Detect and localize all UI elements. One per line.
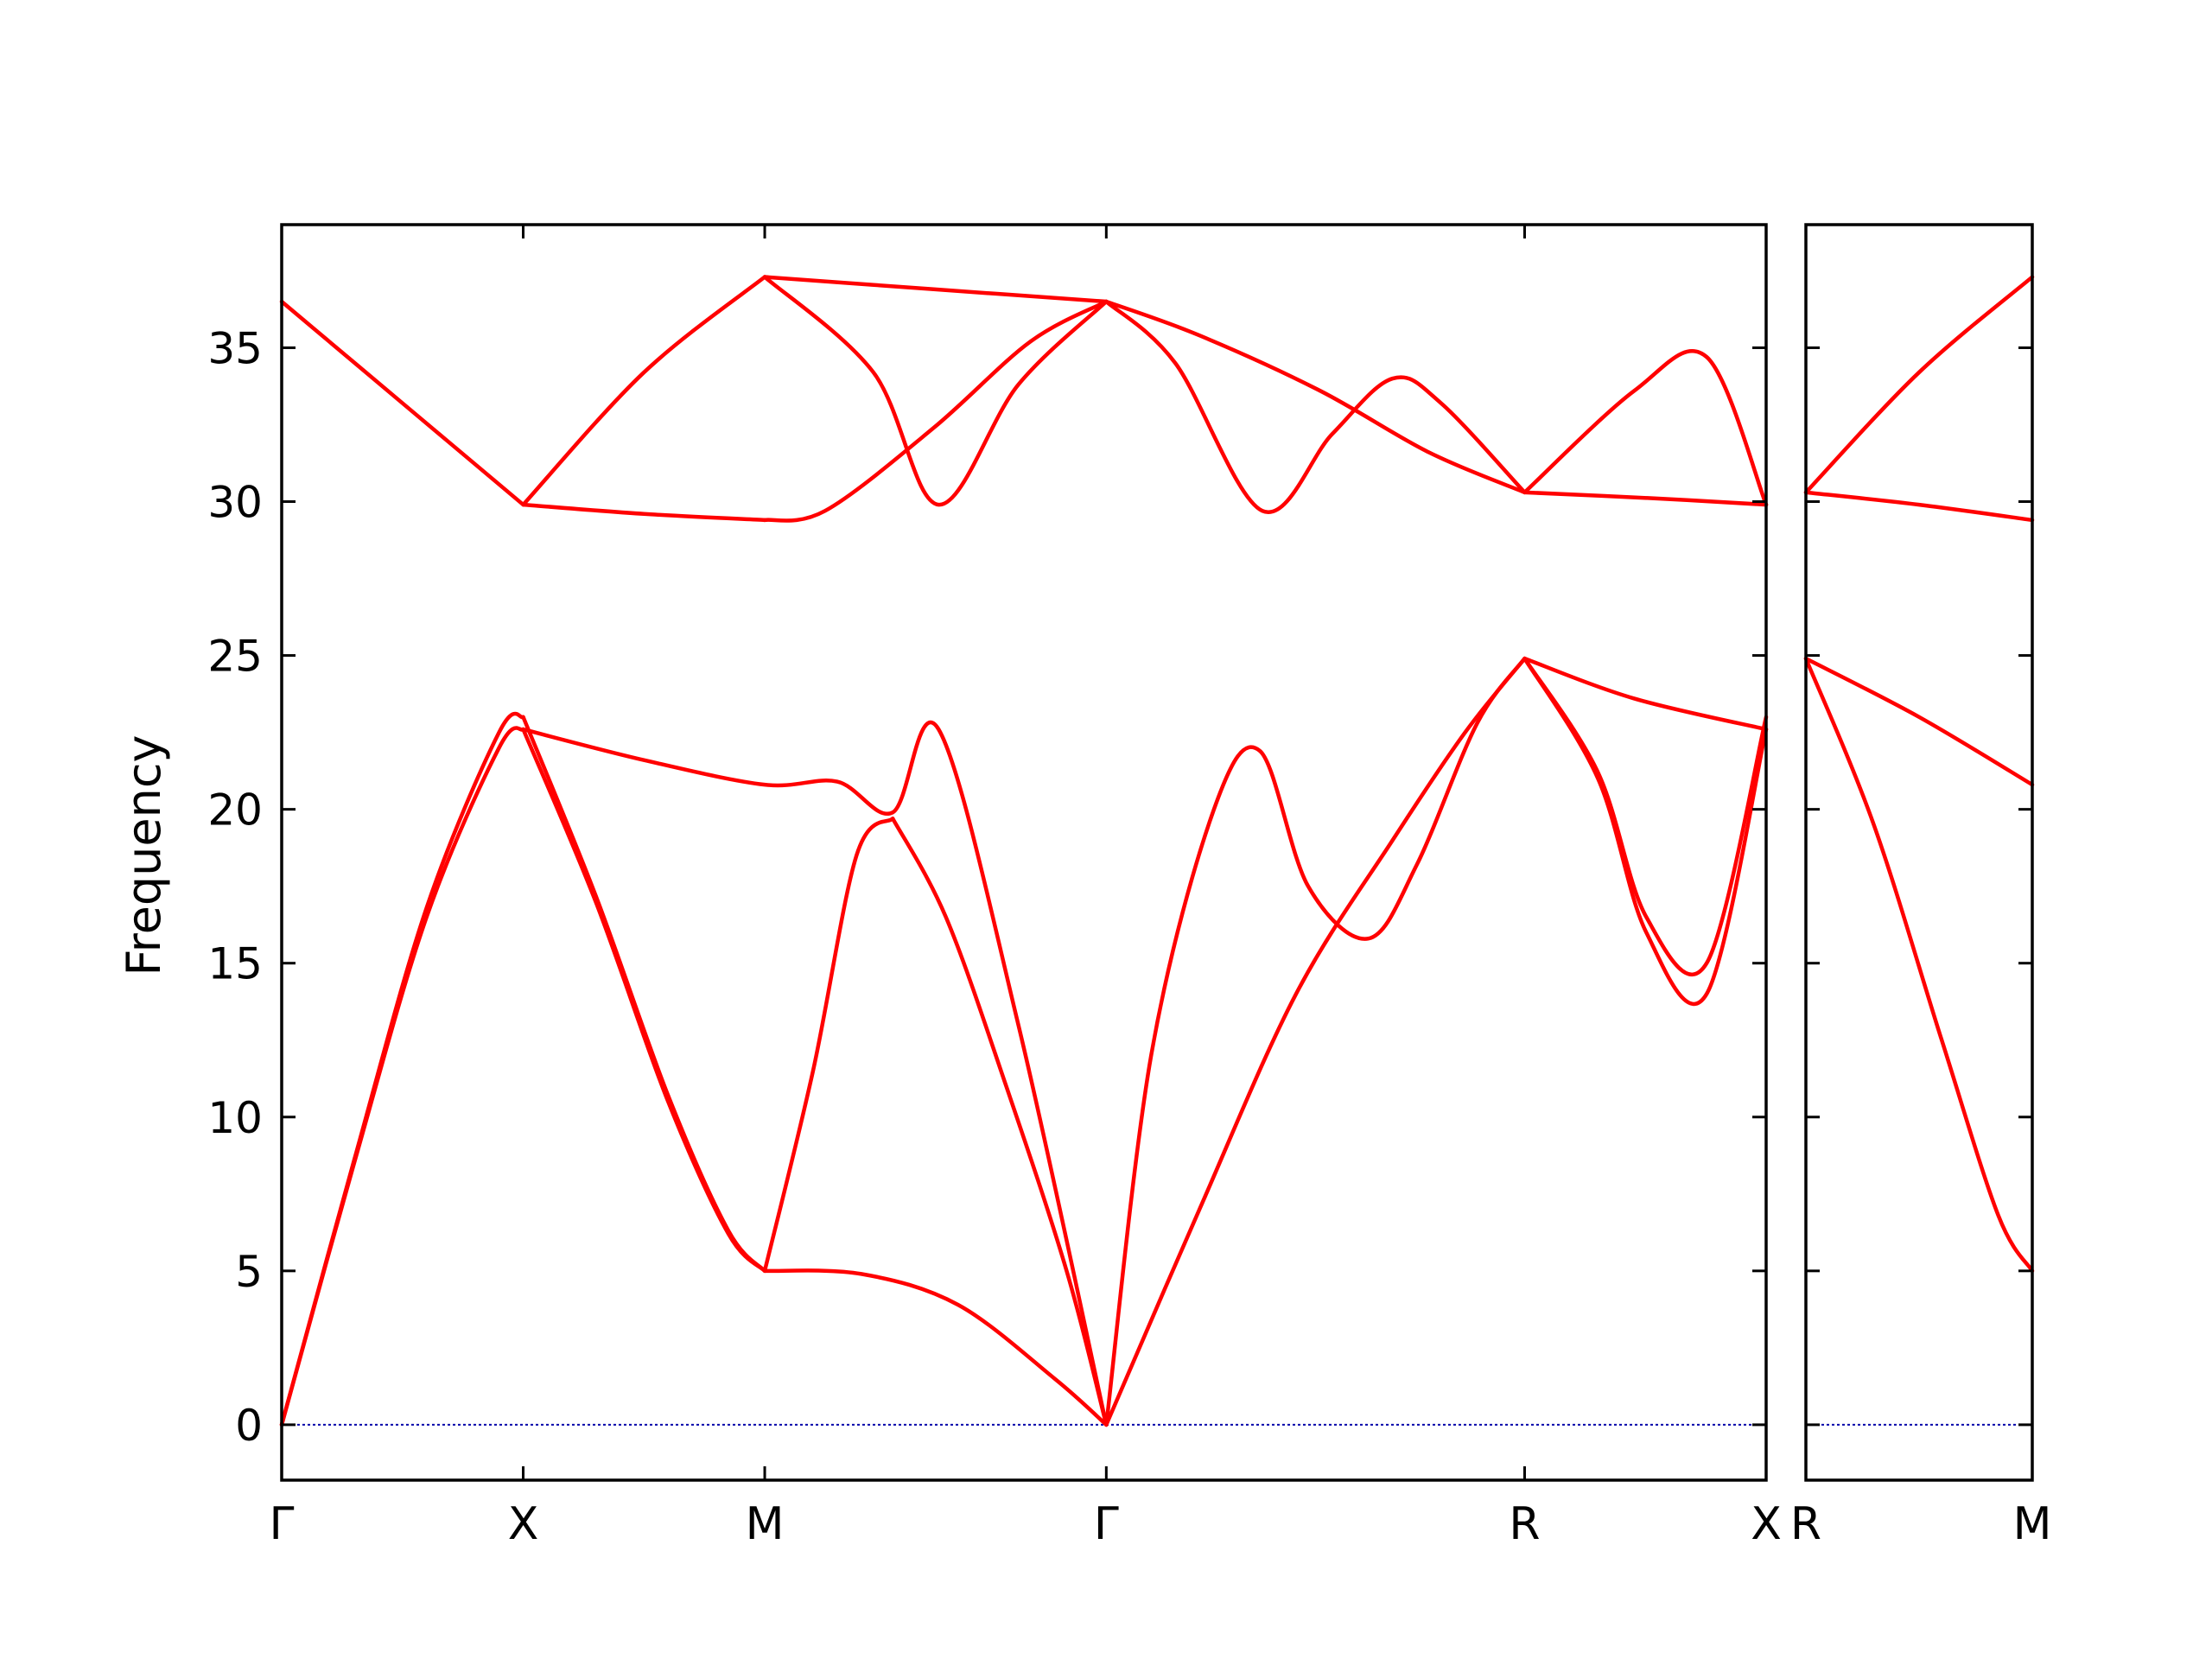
y-axis-label: Frequency [117,735,171,976]
band-line [1522,656,1769,977]
band-line [1522,656,1769,1007]
x-tick-label: R [1790,1498,1821,1550]
band-line [1803,490,2035,523]
band-line [1522,349,1769,507]
plot-frame [280,223,1768,1482]
band-line [762,817,895,1274]
x-tick-label: M [2013,1498,2052,1550]
x-tick-label: Γ [1094,1498,1119,1550]
y-tick-label: 20 [207,785,263,836]
band-line [762,275,1109,507]
band-line [521,502,767,523]
x-tick-label: M [746,1498,785,1550]
band-line [762,1268,1109,1427]
band-line [1104,299,1527,495]
band-line [521,720,1109,1427]
band-line [1104,299,1527,515]
panel-1: 0 5 10 15 20 25 30 35 Γ X M Γ R X [207,223,1782,1550]
band-line [762,299,1109,523]
x-tick-label: Γ [270,1498,295,1550]
band-line [521,275,767,507]
x-tick-label: X [508,1498,539,1550]
y-tick-label: 15 [207,939,263,989]
band-line [521,727,767,1274]
y-tick-label: 10 [207,1093,263,1143]
band-line [1803,275,2035,495]
band-line [1803,656,2035,787]
band-line [279,726,525,1427]
y-tick-label: 0 [235,1401,263,1451]
band-line [1104,656,1527,1427]
y-tick-label: 5 [235,1247,263,1297]
y-tick-label: 25 [207,632,263,682]
y-tick-label: 35 [207,323,263,373]
band-line [762,275,1109,304]
band-line [1803,656,2035,1274]
band-line [1522,490,1769,507]
x-tick-label: R [1509,1498,1540,1550]
plot-frame [1804,223,2034,1482]
band-line [279,299,525,507]
band-line [279,711,525,1427]
band-line [890,817,1109,1427]
band-line [521,715,767,1274]
band-line [1104,656,1527,1427]
band-line [1522,656,1769,732]
x-tick-label: X [1751,1498,1782,1550]
y-tick-label: 30 [207,478,263,528]
